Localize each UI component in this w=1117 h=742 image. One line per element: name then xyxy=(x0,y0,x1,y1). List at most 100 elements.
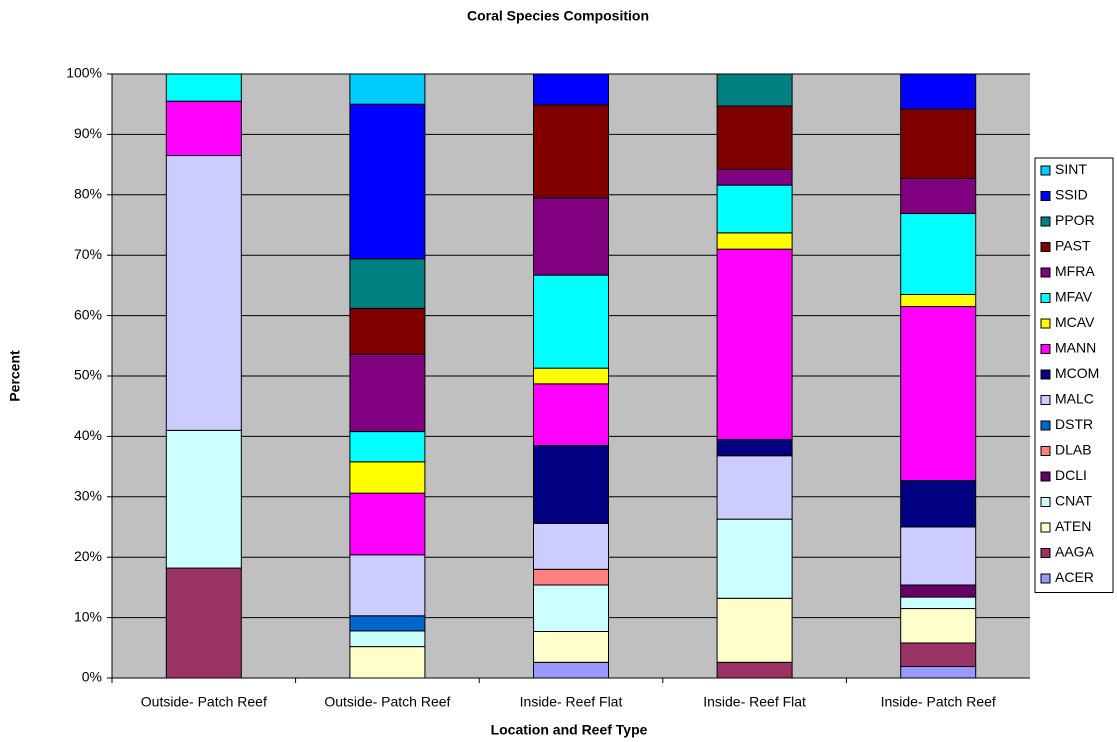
bar-segment xyxy=(533,584,609,632)
legend-swatch xyxy=(1040,369,1051,380)
bar-segment xyxy=(716,105,793,170)
bar-segment xyxy=(165,100,242,157)
bar-segment xyxy=(165,429,242,569)
legend-label: DLAB xyxy=(1055,442,1092,458)
x-axis-title: Location and Reef Type xyxy=(491,722,648,738)
legend-swatch xyxy=(1040,267,1051,278)
bar-segment xyxy=(165,567,242,679)
bar-segment xyxy=(900,73,977,110)
legend-swatch xyxy=(1040,548,1051,558)
legend-swatch xyxy=(1040,471,1051,482)
legend-swatch xyxy=(1040,522,1051,533)
y-tick-label: 100% xyxy=(66,65,102,81)
bar-segment xyxy=(716,438,793,457)
legend-label: DSTR xyxy=(1055,416,1093,432)
bar-segment xyxy=(349,492,426,556)
bar-segment xyxy=(900,479,977,528)
x-tick-label: Outside- Patch Reef xyxy=(324,694,450,710)
bar-segment xyxy=(533,367,609,385)
legend-swatch xyxy=(1040,395,1051,405)
bar-segment xyxy=(533,630,609,663)
legend-label: MFAV xyxy=(1055,289,1093,305)
legend-label: ATEN xyxy=(1055,518,1091,534)
bar-segment xyxy=(349,461,426,494)
bar-segment xyxy=(900,293,977,308)
legend-swatch xyxy=(1040,344,1051,354)
bar-segment xyxy=(900,596,977,610)
legend-label: PPOR xyxy=(1055,212,1095,228)
bar-segment xyxy=(349,103,426,260)
legend-swatch xyxy=(1040,573,1051,584)
bar-segment xyxy=(716,248,793,440)
bar-segment xyxy=(900,108,977,179)
y-tick-label: 70% xyxy=(74,246,102,262)
legend-swatch xyxy=(1040,420,1051,431)
bar-segment xyxy=(900,666,977,679)
legend-label: AAGA xyxy=(1055,544,1095,560)
bar-segment xyxy=(716,73,793,107)
legend-swatch xyxy=(1040,165,1051,176)
y-tick-label: 60% xyxy=(74,306,102,322)
bar-segment xyxy=(349,615,426,632)
bar-segment xyxy=(349,630,426,648)
bar-segment xyxy=(716,168,793,186)
bar-segment xyxy=(533,522,609,570)
legend-label: MANN xyxy=(1055,340,1096,356)
legend-swatch xyxy=(1040,497,1051,507)
y-tick-label: 90% xyxy=(74,125,102,141)
legend-label: MFRA xyxy=(1055,263,1095,279)
bar-segment xyxy=(165,155,242,431)
legend-swatch xyxy=(1040,242,1051,252)
legend-label: MALC xyxy=(1055,391,1094,407)
x-tick-label: Inside- Patch Reef xyxy=(881,694,996,710)
bar-segment xyxy=(533,661,609,679)
bar-segment xyxy=(533,197,609,276)
y-tick-label: 40% xyxy=(74,427,102,443)
bar-segment xyxy=(165,73,242,102)
bar-segment xyxy=(349,307,426,355)
legend-label: MCOM xyxy=(1055,365,1099,381)
bar-segment xyxy=(533,568,609,586)
legend-label: PAST xyxy=(1055,238,1091,254)
chart-title: Coral Species Composition xyxy=(467,8,649,24)
bar-segment xyxy=(716,597,793,663)
bar-segment xyxy=(716,455,793,520)
y-tick-label: 30% xyxy=(74,488,102,504)
y-tick-label: 0% xyxy=(82,669,102,685)
bar-segment xyxy=(349,646,426,679)
bar-segment xyxy=(900,584,977,598)
legend-label: SSID xyxy=(1055,187,1088,203)
y-tick-label: 20% xyxy=(74,548,102,564)
legend-label: CNAT xyxy=(1055,493,1093,509)
bar-segment xyxy=(533,104,609,199)
x-tick-label: Outside- Patch Reef xyxy=(141,694,267,710)
legend-swatch xyxy=(1040,216,1051,227)
x-tick-label: Inside- Reef Flat xyxy=(703,694,806,710)
bar-segment xyxy=(349,353,426,433)
legend-swatch xyxy=(1040,191,1051,201)
bar-segment xyxy=(900,608,977,644)
bar-segment xyxy=(533,383,609,446)
bar-segment xyxy=(900,177,977,215)
y-tick-label: 10% xyxy=(74,608,102,624)
bar-segment xyxy=(533,73,609,106)
bar-segment xyxy=(349,258,426,309)
bar-segment xyxy=(716,518,793,599)
legend-swatch xyxy=(1040,446,1051,456)
bar-segment xyxy=(349,554,426,617)
bar-segment xyxy=(900,306,977,481)
legend-swatch xyxy=(1040,293,1051,303)
bar-segment xyxy=(533,444,609,524)
y-tick-label: 80% xyxy=(74,186,102,202)
bar-segment xyxy=(716,184,793,234)
bar-segment xyxy=(716,661,793,679)
y-tick-label: 50% xyxy=(74,367,102,383)
legend-swatch xyxy=(1040,318,1051,329)
legend-label: MCAV xyxy=(1055,314,1095,330)
bar-segment xyxy=(900,526,977,586)
x-tick-label: Inside- Reef Flat xyxy=(520,694,623,710)
bar-segment xyxy=(349,431,426,463)
bar-segment xyxy=(716,232,793,250)
legend-label: ACER xyxy=(1055,569,1094,585)
